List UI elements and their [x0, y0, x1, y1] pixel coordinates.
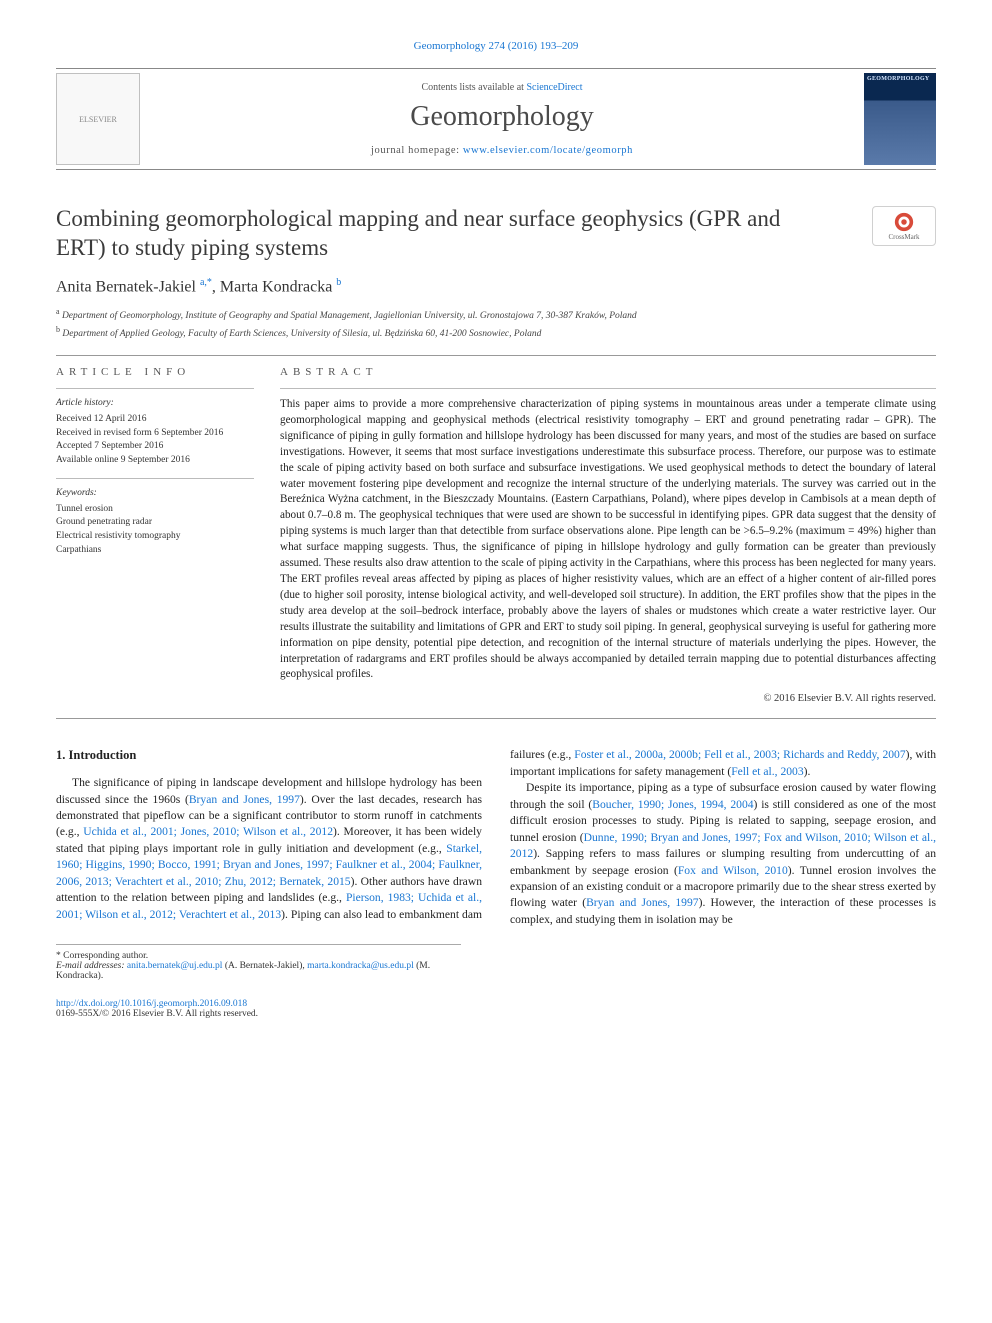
- keyword: Electrical resistivity tomography: [56, 530, 254, 544]
- divider: [56, 355, 936, 356]
- citation-text: Geomorphology 274 (2016) 193–209: [414, 40, 579, 52]
- author-2: Marta Kondracka: [220, 278, 336, 295]
- journal-title: Geomorphology: [152, 101, 852, 133]
- affiliation-a: a Department of Geomorphology, Institute…: [56, 306, 936, 323]
- divider: [56, 388, 254, 389]
- footnotes: * Corresponding author. E-mail addresses…: [56, 944, 461, 981]
- email-addresses: E-mail addresses: anita.bernatek@uj.edu.…: [56, 961, 461, 981]
- article-info-column: ARTICLE INFO Article history: Received 1…: [56, 366, 254, 704]
- keywords-label: Keywords:: [56, 487, 254, 501]
- body-two-column: 1. Introduction The significance of pipi…: [56, 747, 936, 928]
- info-abstract-row: ARTICLE INFO Article history: Received 1…: [56, 366, 936, 704]
- journal-cover-thumbnail: GEOMORPHOLOGY: [864, 73, 936, 165]
- divider: [280, 388, 936, 389]
- article-info-heading: ARTICLE INFO: [56, 366, 254, 378]
- citation-link[interactable]: Uchida et al., 2001; Jones, 2010; Wilson…: [83, 825, 333, 838]
- author-email-link[interactable]: marta.kondracka@us.edu.pl: [307, 961, 414, 971]
- history-line: Received 12 April 2016: [56, 413, 254, 427]
- sciencedirect-link[interactable]: ScienceDirect: [526, 82, 582, 93]
- keyword: Ground penetrating radar: [56, 516, 254, 530]
- author-1-affil-link[interactable]: a,: [200, 277, 207, 288]
- author-1: Anita Bernatek-Jakiel: [56, 278, 200, 295]
- crossmark-icon: [893, 211, 915, 233]
- elsevier-logo: ELSEVIER: [56, 73, 140, 165]
- history-label: Article history:: [56, 397, 254, 411]
- journal-homepage-link[interactable]: www.elsevier.com/locate/geomorph: [463, 145, 633, 156]
- section-1: 1. Introduction The significance of pipi…: [56, 747, 936, 928]
- divider: [56, 478, 254, 479]
- author-list: Anita Bernatek-Jakiel a,*, Marta Kondrac…: [56, 277, 936, 296]
- masthead-center: Contents lists available at ScienceDirec…: [152, 76, 852, 162]
- article-title: Combining geomorphological mapping and n…: [56, 204, 816, 263]
- abstract-text: This paper aims to provide a more compre…: [280, 397, 936, 683]
- crossmark-badge[interactable]: CrossMark: [872, 206, 936, 246]
- abstract-column: ABSTRACT This paper aims to provide a mo…: [280, 366, 936, 704]
- contents-line: Contents lists available at ScienceDirec…: [152, 82, 852, 93]
- divider: [56, 718, 936, 719]
- corresponding-author-note: * Corresponding author.: [56, 951, 461, 961]
- issn-copyright: 0169-555X/© 2016 Elsevier B.V. All right…: [56, 1009, 936, 1019]
- author-email-link[interactable]: anita.bernatek@uj.edu.pl: [127, 961, 223, 971]
- abstract-heading: ABSTRACT: [280, 366, 936, 378]
- citation-link[interactable]: Boucher, 1990; Jones, 1994, 2004: [592, 798, 753, 811]
- history-line: Accepted 7 September 2016: [56, 440, 254, 454]
- body-paragraph: Despite its importance, piping as a type…: [510, 780, 936, 928]
- history-line: Received in revised form 6 September 201…: [56, 427, 254, 441]
- footer: http://dx.doi.org/10.1016/j.geomorph.201…: [56, 999, 936, 1019]
- doi-link[interactable]: http://dx.doi.org/10.1016/j.geomorph.201…: [56, 999, 247, 1009]
- section-1-heading: 1. Introduction: [56, 747, 482, 765]
- affiliation-b: b Department of Applied Geology, Faculty…: [56, 324, 936, 341]
- keyword: Carpathians: [56, 544, 254, 558]
- author-2-affil-link[interactable]: b: [336, 277, 341, 288]
- title-block: Combining geomorphological mapping and n…: [56, 204, 936, 341]
- affiliations: a Department of Geomorphology, Institute…: [56, 306, 936, 341]
- citation-link[interactable]: Foster et al., 2000a, 2000b; Fell et al.…: [574, 748, 905, 761]
- citation-link[interactable]: Bryan and Jones, 1997: [586, 896, 699, 909]
- journal-homepage-line: journal homepage: www.elsevier.com/locat…: [152, 145, 852, 156]
- keyword: Tunnel erosion: [56, 503, 254, 517]
- abstract-copyright: © 2016 Elsevier B.V. All rights reserved…: [280, 693, 936, 704]
- citation-link[interactable]: Fox and Wilson, 2010: [678, 864, 788, 877]
- history-line: Available online 9 September 2016: [56, 454, 254, 468]
- citation-header: Geomorphology 274 (2016) 193–209: [56, 40, 936, 52]
- masthead: ELSEVIER Contents lists available at Sci…: [56, 68, 936, 170]
- citation-link[interactable]: Fell et al., 2003: [731, 765, 803, 778]
- citation-link[interactable]: Bryan and Jones, 1997: [189, 793, 300, 806]
